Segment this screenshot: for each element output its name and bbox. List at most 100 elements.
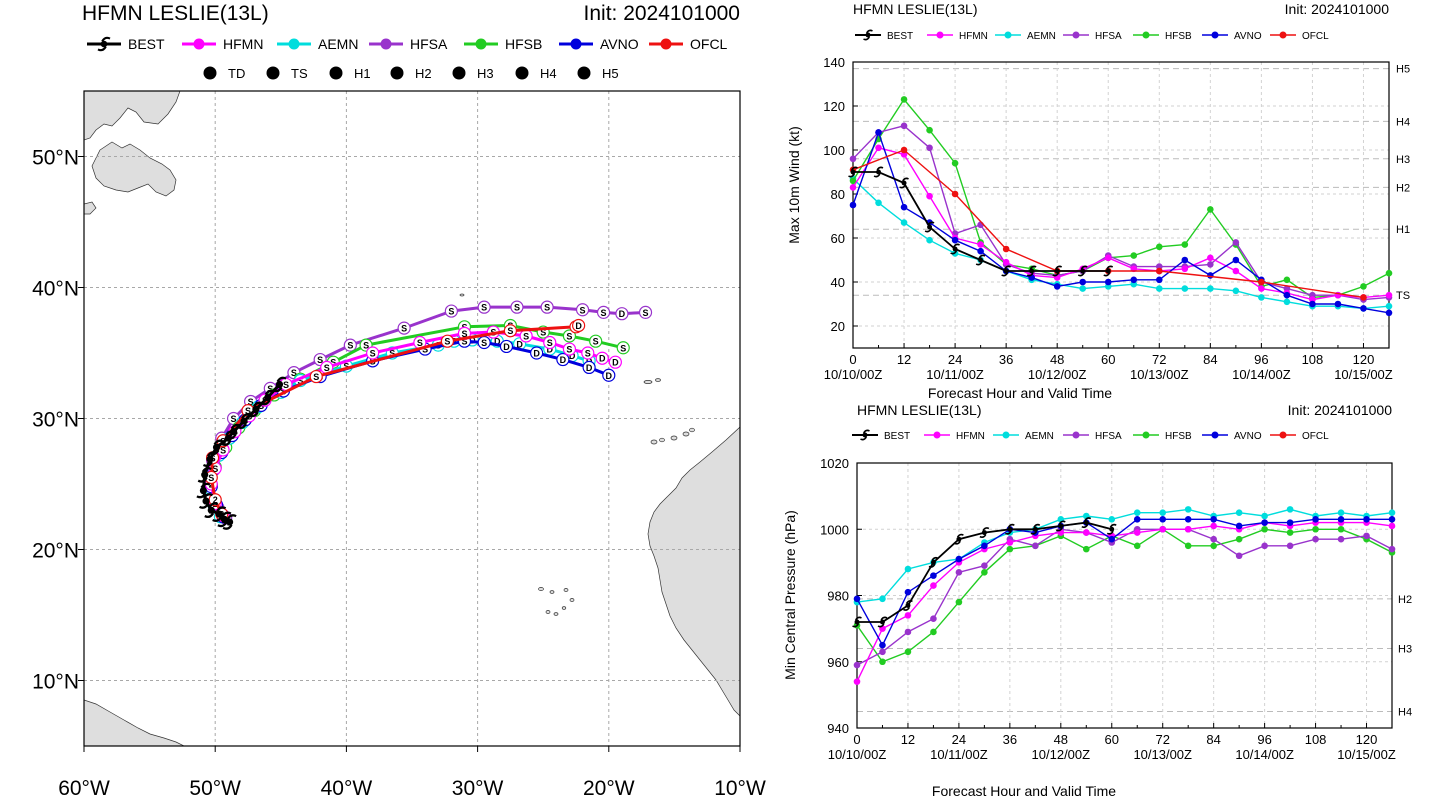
best-symbol-core	[1054, 268, 1060, 274]
track-point-avno: D	[582, 360, 596, 375]
track-point-bg	[543, 335, 557, 350]
newfoundland-landmass	[84, 91, 181, 215]
series-point-avno	[1388, 516, 1396, 523]
track-point-ofcl: S	[503, 324, 517, 338]
pressure-panel: HFMN LESLIE(13L) Init: 2024101000 BEST HF…	[782, 402, 1412, 799]
best-symbol-core	[1080, 268, 1086, 274]
series-point-avno	[951, 236, 959, 244]
track-point-best: 2	[204, 502, 219, 518]
x-date-label: 10/15/00Z	[1337, 747, 1396, 762]
best-symbol-core	[880, 619, 885, 625]
track-point-symbol: S	[324, 363, 330, 373]
series-hfmn	[853, 519, 1396, 685]
series-point-best	[954, 533, 964, 545]
legend-marker-hfmn	[193, 38, 205, 50]
series-point-avno	[1133, 516, 1141, 523]
x-tick-label: 60	[1105, 732, 1119, 747]
series-point-avno	[1130, 276, 1138, 284]
track-point-bg	[575, 303, 590, 317]
series-point-hfsb	[1082, 545, 1090, 553]
best-track-point	[212, 506, 227, 522]
series-point-hfsa	[853, 661, 861, 669]
series-point-hfsb	[1360, 283, 1367, 290]
best-point-symbol: S	[203, 497, 209, 507]
track-point-bg	[616, 341, 630, 355]
series-point-best	[1103, 265, 1114, 277]
wind-legend: BEST HFMN AEMN HFSA HFSB AVNO OFCL	[855, 29, 1329, 42]
best-symbol-arm	[276, 376, 287, 383]
x-date-label: 10/10/00Z	[828, 747, 887, 762]
track-point-symbol: S	[566, 345, 572, 355]
track-point-best: S	[197, 467, 212, 483]
series-point-avno	[875, 129, 882, 136]
category-label: H1	[354, 66, 371, 81]
best-symbol-arm	[956, 533, 964, 538]
best-symbol-core	[956, 536, 962, 542]
series-point-hfsb	[955, 598, 963, 606]
map-x-tick-label: 40°W	[321, 777, 373, 800]
azores-islands	[459, 293, 661, 384]
best-symbol-core	[930, 559, 936, 565]
legend-label-aemn: AEMN	[1027, 31, 1056, 42]
series-point-aemn	[879, 595, 886, 603]
x-date-label: 10/13/00Z	[1130, 367, 1189, 382]
track-point-symbol: D	[503, 342, 510, 352]
best-symbol-core	[1083, 520, 1089, 526]
y-tick-label: 100	[823, 143, 845, 158]
legend-item-hfsb: HFSB	[1133, 31, 1192, 42]
best-symbol-arm	[903, 607, 910, 611]
category-symbol-bg	[515, 66, 529, 80]
series-line-hfsb	[852, 98, 1390, 299]
series-point-hfmn	[875, 144, 882, 152]
cape-verde-islands	[538, 587, 575, 616]
best-symbol-arm	[199, 503, 209, 509]
best-point-symbol: 2	[209, 506, 214, 516]
x-tick-label: 12	[901, 732, 915, 747]
pressure-xlabel: Forecast Hour and Valid Time	[932, 783, 1116, 799]
track-point-symbol: S	[297, 376, 303, 386]
best-symbol-core	[1007, 526, 1013, 532]
best-symbol-core	[100, 40, 108, 48]
series-best	[852, 517, 1117, 628]
wind-init: Init: 2024101000	[1285, 1, 1390, 17]
track-point-bg	[397, 321, 411, 335]
best-symbol-arm	[203, 493, 214, 499]
map-y-tick-label: 10°N	[32, 671, 79, 694]
series-point-best	[950, 243, 960, 255]
series-point-avno	[1181, 256, 1189, 264]
threshold-label: H5	[1396, 64, 1410, 76]
series-point-aemn	[1388, 509, 1396, 516]
best-symbol-arm	[928, 563, 936, 568]
best-point-symbol: 2	[231, 427, 236, 437]
series-point-best	[848, 166, 858, 178]
legend-item-hfsa: HFSA	[1063, 31, 1122, 42]
legend-item-hfsa: HFSA	[369, 36, 448, 52]
legend-item-avno: AVNO	[1202, 431, 1262, 442]
category-label: TD	[228, 66, 245, 81]
series-point-best	[1081, 517, 1092, 529]
series-point-avno	[930, 572, 937, 579]
track-point-hfmn: S	[519, 329, 533, 343]
best-symbol-core	[850, 169, 856, 175]
series-point-hfsb	[1235, 535, 1243, 543]
series-point-avno	[1363, 516, 1370, 523]
x-tick-label: 48	[1054, 732, 1068, 747]
track-point-hfsb: S	[589, 334, 603, 348]
best-symbol-arm	[905, 600, 913, 604]
series-point-avno	[1309, 300, 1316, 308]
series-point-avno	[1155, 276, 1163, 284]
track-point-symbol: D	[575, 321, 582, 331]
pressure-plot: H2 H3 H4 0 12 24 36 48 60 72 84 96 108 120 10/10/00Z 10…	[820, 456, 1412, 762]
track-point-hfsb: S	[562, 329, 577, 343]
best-symbol-arm	[880, 616, 888, 621]
best-symbol-core	[264, 393, 272, 402]
track-point-hfsa: S	[540, 300, 554, 314]
best-symbol-core	[865, 32, 871, 38]
series-point-hfsa	[849, 155, 857, 163]
track-point-symbol: S	[544, 303, 550, 313]
x-tick-label: 72	[1152, 352, 1166, 367]
series-point-ofcl	[1002, 245, 1010, 253]
wind-ylabel: Max 10m Wind (kt)	[786, 126, 802, 243]
legend-item-best: BEST	[855, 29, 913, 42]
track-point-hfmn: S	[562, 342, 577, 356]
